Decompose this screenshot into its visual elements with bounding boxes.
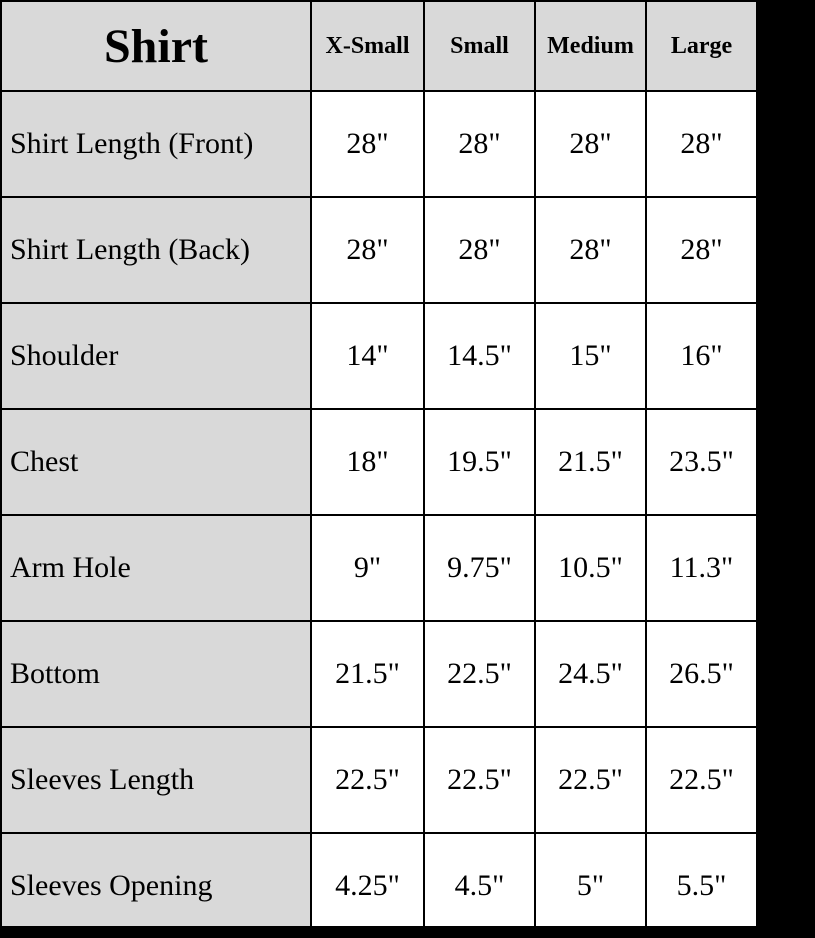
measurement-cell: 10.5"	[534, 514, 647, 622]
row-label: Bottom	[0, 620, 312, 728]
measurement-cell: 14.5"	[423, 302, 536, 410]
measurement-cell: 28"	[534, 90, 647, 198]
measurement-cell: 5.5"	[645, 832, 756, 926]
column-header-small: Small	[423, 0, 536, 92]
measurement-cell: 15"	[534, 302, 647, 410]
table-row-arm-hole: Arm Hole 9" 9.75" 10.5" 11.3"	[0, 514, 756, 622]
table-header-row: Shirt X-Small Small Medium Large	[0, 0, 756, 92]
row-label: Shirt Length (Back)	[0, 196, 312, 304]
column-header-large: Large	[645, 0, 756, 92]
row-label: Sleeves Length	[0, 726, 312, 834]
measurement-cell: 21.5"	[310, 620, 425, 728]
column-header-medium: Medium	[534, 0, 647, 92]
table-row-chest: Chest 18" 19.5" 21.5" 23.5"	[0, 408, 756, 516]
size-chart-table: Shirt X-Small Small Medium Large Shirt L…	[0, 0, 756, 926]
row-label: Chest	[0, 408, 312, 516]
measurement-cell: 28"	[645, 90, 756, 198]
row-label: Arm Hole	[0, 514, 312, 622]
column-header-xsmall: X-Small	[310, 0, 425, 92]
measurement-cell: 4.5"	[423, 832, 536, 926]
measurement-cell: 28"	[310, 90, 425, 198]
measurement-cell: 22.5"	[534, 726, 647, 834]
table-row-shirt-length-front: Shirt Length (Front) 28" 28" 28" 28"	[0, 90, 756, 198]
measurement-cell: 22.5"	[645, 726, 756, 834]
measurement-cell: 22.5"	[423, 726, 536, 834]
measurement-cell: 26.5"	[645, 620, 756, 728]
measurement-cell: 14"	[310, 302, 425, 410]
row-label: Shoulder	[0, 302, 312, 410]
measurement-cell: 22.5"	[423, 620, 536, 728]
measurement-cell: 22.5"	[310, 726, 425, 834]
measurement-cell: 4.25"	[310, 832, 425, 926]
table-row-sleeves-opening: Sleeves Opening 4.25" 4.5" 5" 5.5"	[0, 832, 756, 926]
row-label: Sleeves Opening	[0, 832, 312, 926]
measurement-cell: 5"	[534, 832, 647, 926]
measurement-cell: 16"	[645, 302, 756, 410]
measurement-cell: 28"	[534, 196, 647, 304]
measurement-cell: 9.75"	[423, 514, 536, 622]
measurement-cell: 28"	[423, 196, 536, 304]
measurement-cell: 24.5"	[534, 620, 647, 728]
measurement-cell: 19.5"	[423, 408, 536, 516]
table-row-bottom: Bottom 21.5" 22.5" 24.5" 26.5"	[0, 620, 756, 728]
table-row-shoulder: Shoulder 14" 14.5" 15" 16"	[0, 302, 756, 410]
table-row-shirt-length-back: Shirt Length (Back) 28" 28" 28" 28"	[0, 196, 756, 304]
row-label: Shirt Length (Front)	[0, 90, 312, 198]
measurement-cell: 28"	[645, 196, 756, 304]
measurement-cell: 21.5"	[534, 408, 647, 516]
chart-title: Shirt	[0, 0, 312, 92]
table-row-sleeves-length: Sleeves Length 22.5" 22.5" 22.5" 22.5"	[0, 726, 756, 834]
measurement-cell: 23.5"	[645, 408, 756, 516]
measurement-cell: 18"	[310, 408, 425, 516]
measurement-cell: 28"	[310, 196, 425, 304]
size-chart-container: Shirt X-Small Small Medium Large Shirt L…	[0, 0, 756, 926]
measurement-cell: 9"	[310, 514, 425, 622]
measurement-cell: 28"	[423, 90, 536, 198]
measurement-cell: 11.3"	[645, 514, 756, 622]
